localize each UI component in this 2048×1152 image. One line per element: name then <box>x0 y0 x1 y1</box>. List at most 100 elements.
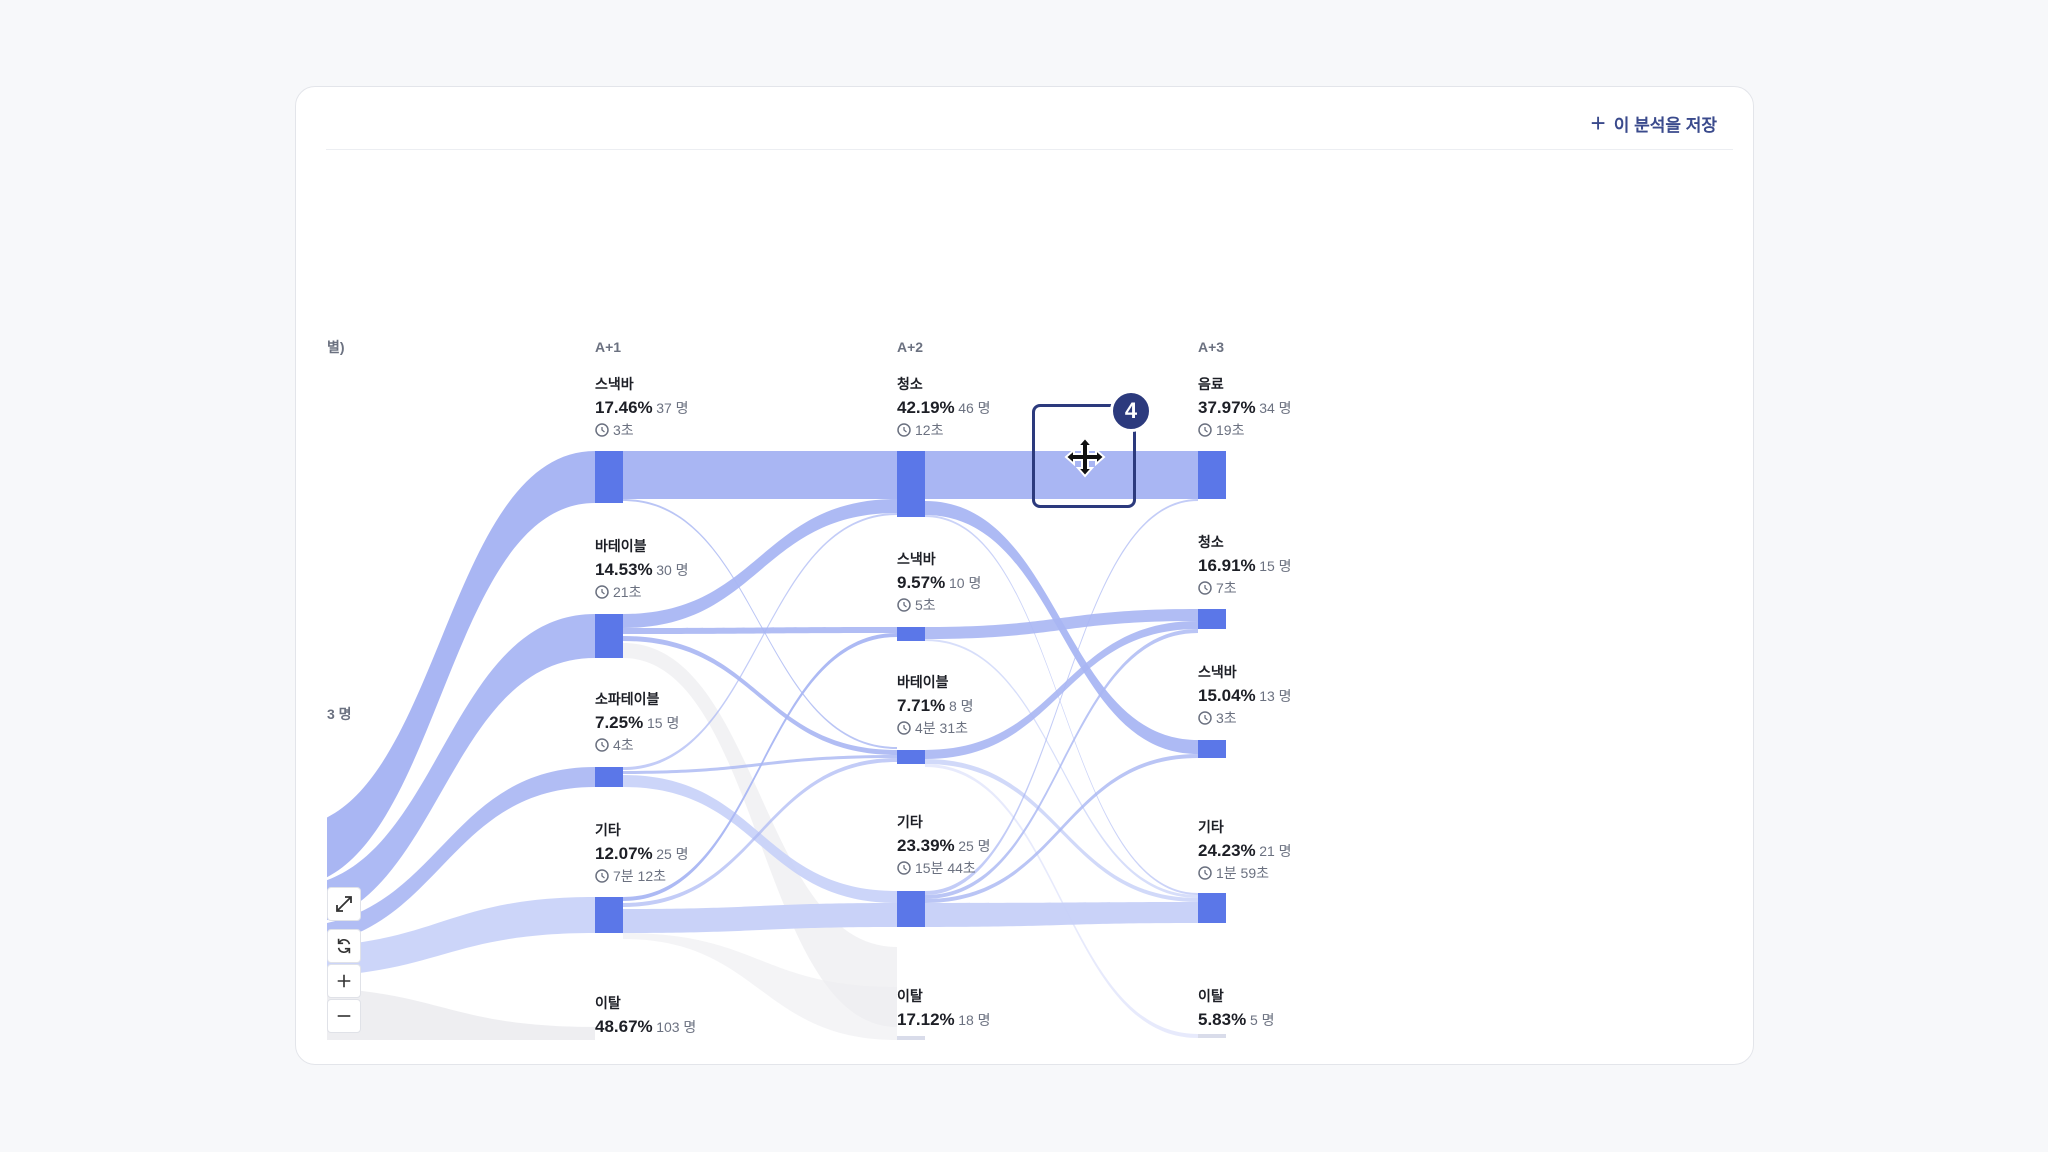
expand-button[interactable] <box>327 887 361 921</box>
node-percent: 9.57% <box>897 573 945 592</box>
sankey-link[interactable] <box>925 639 1198 898</box>
node-name: 기타 <box>595 822 621 838</box>
sankey-node-c2_clean[interactable] <box>897 451 925 517</box>
plus-icon <box>337 974 351 988</box>
plus-icon: + <box>1590 108 1606 138</box>
node-name: 이탈 <box>897 988 923 1004</box>
node-percent: 42.19% <box>897 398 955 417</box>
move-cursor-icon <box>1064 436 1106 478</box>
node-percent: 16.91% <box>1198 556 1256 575</box>
node-percent: 48.67% <box>595 1017 653 1036</box>
node-percent: 7.25% <box>595 713 643 732</box>
node-label-c1_sofa: 소파테이블 7.25% 15 명 4초 <box>595 691 679 753</box>
sankey-node-c2_table[interactable] <box>897 750 925 764</box>
sankey-link[interactable] <box>327 897 595 977</box>
clock-icon <box>897 423 911 437</box>
sankey-node-c1_sofa[interactable] <box>595 767 623 787</box>
node-name: 청소 <box>897 376 923 392</box>
sankey-node-c2_exit[interactable] <box>897 1036 925 1040</box>
node-time: 19초 <box>1216 422 1245 438</box>
sankey-link[interactable] <box>925 629 1198 899</box>
sankey-link[interactable] <box>623 903 897 933</box>
save-analysis-label: 이 분석을 저장 <box>1613 115 1717 135</box>
sankey-node-c3_snack[interactable] <box>1198 740 1226 758</box>
drag-selection-box[interactable] <box>1032 404 1136 508</box>
sankey-link[interactable] <box>925 451 1198 499</box>
clock-icon <box>1198 711 1212 725</box>
sankey-nodes <box>595 451 1226 1040</box>
node-name: 기타 <box>897 814 923 830</box>
node-count: 21 명 <box>1259 843 1291 859</box>
sankey-link[interactable] <box>623 499 897 628</box>
node-count: 37 명 <box>656 400 688 416</box>
sankey-link[interactable] <box>623 451 897 499</box>
sankey-chart-area: 스낵바 17.46% 37 명 3초 바테이블 14.53% 30 명 21초 소파테이블 7.2… <box>327 87 1737 1040</box>
sankey-node-c3_drink[interactable] <box>1198 451 1226 499</box>
sankey-node-c3_exit[interactable] <box>1198 1034 1226 1038</box>
node-time: 4초 <box>613 737 634 753</box>
sankey-link[interactable] <box>925 902 1198 927</box>
refresh-button[interactable] <box>327 929 361 963</box>
node-count: 15 명 <box>647 715 679 731</box>
sankey-link[interactable] <box>623 627 897 634</box>
sankey-link[interactable] <box>623 758 897 907</box>
sankey-node-c2_snack[interactable] <box>897 627 925 641</box>
column-title-c3: A+3 <box>1198 339 1224 355</box>
node-name: 소파테이블 <box>595 691 660 707</box>
sankey-link[interactable] <box>623 499 897 749</box>
node-name: 스낵바 <box>1198 664 1237 680</box>
node-percent: 14.53% <box>595 560 653 579</box>
sankey-link[interactable] <box>327 987 595 1040</box>
node-time: 7분 12초 <box>613 868 666 884</box>
sankey-link[interactable] <box>925 609 1198 639</box>
node-time: 3초 <box>613 422 634 438</box>
sankey-node-c3_clean[interactable] <box>1198 609 1226 629</box>
node-label-c2_clean: 청소 42.19% 46 명 12초 <box>897 376 991 438</box>
zoom-out-button[interactable] <box>327 999 361 1033</box>
clock-icon <box>1198 423 1212 437</box>
node-time: 21초 <box>613 584 642 600</box>
sankey-link[interactable] <box>925 764 1198 1038</box>
clock-icon <box>595 869 609 883</box>
analysis-card: + 이 분석을 저장 스낵바 17.46% 37 명 3초 바테이블 14.53% 30 명… <box>295 86 1754 1065</box>
sankey-link[interactable] <box>327 767 595 947</box>
zoom-in-button[interactable] <box>327 964 361 998</box>
sankey-node-c3_etc[interactable] <box>1198 893 1226 923</box>
sankey-link[interactable] <box>327 451 595 887</box>
node-label-c1_exit: 이탈 48.67% 103 명 <box>595 995 696 1036</box>
node-time: 15분 44초 <box>915 860 976 876</box>
sankey-link[interactable] <box>623 755 897 774</box>
sankey-link[interactable] <box>925 754 1198 903</box>
node-time: 5초 <box>915 597 936 613</box>
node-count: 18 명 <box>958 1012 990 1028</box>
sankey-link[interactable] <box>623 636 897 755</box>
sankey-link[interactable] <box>623 513 897 770</box>
header-divider <box>326 149 1733 150</box>
node-label-c2_table: 바테이블 7.71% 8 명 4분 31초 <box>897 674 974 736</box>
save-analysis-button[interactable]: + 이 분석을 저장 <box>1587 105 1721 141</box>
node-label-c1_snack: 스낵바 17.46% 37 명 3초 <box>595 376 689 438</box>
node-percent: 17.12% <box>897 1010 955 1029</box>
sankey-link[interactable] <box>623 633 897 901</box>
sankey-node-c1_table[interactable] <box>595 614 623 658</box>
sankey-link[interactable] <box>623 775 897 903</box>
sankey-node-c2_etc[interactable] <box>897 891 925 927</box>
clock-icon <box>595 738 609 752</box>
sankey-link[interactable] <box>327 614 595 927</box>
node-percent: 23.39% <box>897 836 955 855</box>
step-badge: 4 <box>1110 390 1152 432</box>
sankey-link[interactable] <box>925 515 1198 895</box>
node-count: 103 명 <box>656 1019 696 1035</box>
sankey-link[interactable] <box>623 933 897 1040</box>
node-count: 8 명 <box>949 698 974 714</box>
sankey-node-c1_snack[interactable] <box>595 451 623 503</box>
node-count: 34 명 <box>1259 400 1291 416</box>
partial-count-label: 3 명 <box>327 706 352 722</box>
node-name: 바테이블 <box>595 538 647 554</box>
sankey-link[interactable] <box>925 499 1198 895</box>
node-count: 5 명 <box>1250 1012 1275 1028</box>
sankey-node-c1_etc[interactable] <box>595 897 623 933</box>
sankey-link[interactable] <box>925 621 1198 759</box>
